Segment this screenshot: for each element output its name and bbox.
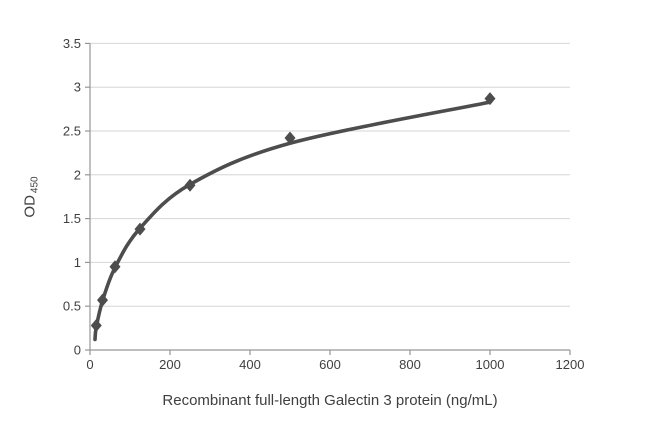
y-axis-title-subscript: 450 <box>29 176 41 194</box>
y-tick-label: 1.5 <box>63 211 81 226</box>
y-axis-title-main: OD <box>21 195 39 218</box>
data-point-marker <box>109 260 121 274</box>
x-tick-label: 600 <box>319 357 341 372</box>
data-point-marker <box>97 293 108 307</box>
y-tick-label: 0.5 <box>63 299 81 314</box>
y-tick-label: 2 <box>74 167 81 182</box>
x-tick-label: 400 <box>239 357 261 372</box>
data-point-marker <box>284 131 296 145</box>
x-tick-label: 800 <box>399 357 421 372</box>
y-tick-label: 3.5 <box>63 36 81 51</box>
y-tick-label: 2.5 <box>63 124 81 139</box>
x-tick-label: 200 <box>159 357 181 372</box>
data-point-marker <box>484 92 496 106</box>
data-point-marker <box>90 318 102 332</box>
y-tick-label: 0 <box>74 343 81 358</box>
y-axis-title: OD450 <box>22 176 41 217</box>
data-point-marker <box>134 222 146 236</box>
x-tick-label: 1000 <box>476 357 505 372</box>
data-point-marker <box>184 178 196 192</box>
x-tick-label: 0 <box>86 357 93 372</box>
y-tick-label: 1 <box>74 255 81 270</box>
x-tick-label: 1200 <box>556 357 585 372</box>
x-axis-title: Recombinant full-length Galectin 3 prote… <box>162 392 498 409</box>
y-tick-label: 3 <box>74 80 81 95</box>
